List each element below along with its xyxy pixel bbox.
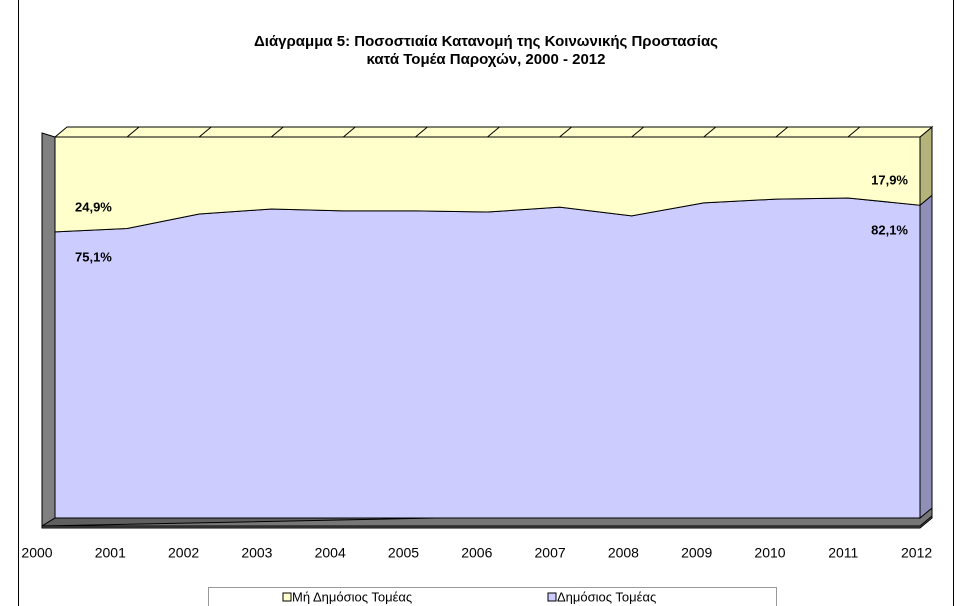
- depth-line: [270, 126, 284, 138]
- x-tick-label: 2000: [21, 545, 52, 561]
- data-label: 24,9%: [75, 199, 112, 214]
- legend-swatch: [547, 592, 557, 602]
- depth-line: [631, 126, 644, 138]
- legend-box: [208, 587, 777, 606]
- x-tick-label: 2010: [754, 545, 785, 561]
- x-tick-label: 2001: [95, 545, 126, 561]
- x-tick-label: 2009: [681, 545, 712, 561]
- x-tick-label: 2003: [241, 545, 272, 561]
- data-label: 75,1%: [75, 249, 112, 264]
- x-tick-label: 2005: [388, 545, 419, 561]
- legend-label: Δημόσιος Τομέας: [557, 589, 656, 604]
- area: [54, 197, 921, 519]
- x-tick-label: 2011: [828, 545, 858, 561]
- depth-line: [415, 126, 428, 138]
- chart-title: κατά Τομέα Παροχών, 2000 - 2012: [367, 51, 606, 68]
- x-tick-label: 2004: [315, 545, 346, 561]
- x-tick-label: 2006: [461, 545, 492, 561]
- data-label: 17,9%: [871, 173, 908, 188]
- back-wall: [41, 132, 56, 527]
- x-tick-label: 2002: [168, 545, 199, 561]
- x-tick-label: 2012: [901, 545, 932, 561]
- legend-swatch: [282, 592, 292, 602]
- depth-line: [487, 126, 500, 138]
- area-side: [919, 125, 933, 207]
- depth-line: [126, 126, 140, 138]
- depth-line: [775, 126, 789, 138]
- chart-title: Διάγραμμα 5: Ποσοστιαία Κατανομή της Κοι…: [254, 33, 718, 50]
- depth-line: [703, 126, 717, 138]
- depth-line: [847, 126, 861, 138]
- depth-line: [343, 126, 356, 138]
- x-tick-label: 2007: [535, 545, 566, 561]
- area-side: [919, 194, 933, 520]
- depth-line: [198, 126, 212, 138]
- depth-line: [559, 126, 572, 138]
- legend-label: Μή Δημόσιος Τομέας: [292, 589, 412, 604]
- x-tick-label: 2008: [608, 545, 639, 561]
- data-label: 82,1%: [871, 223, 908, 238]
